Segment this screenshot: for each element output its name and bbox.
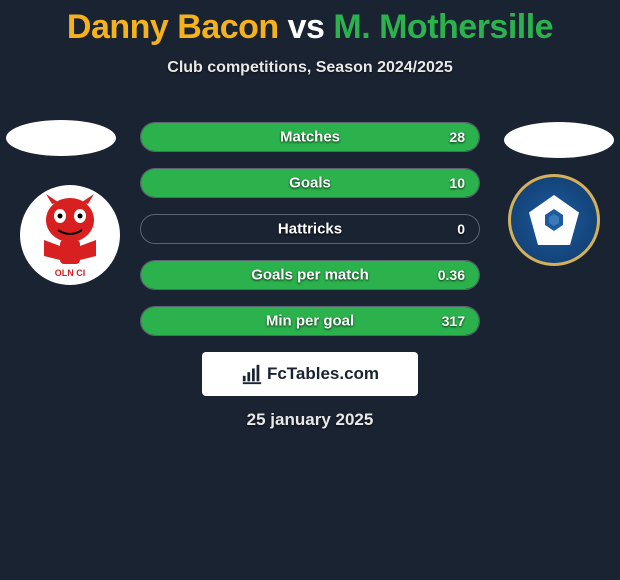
stat-row: Min per goal 317 [140, 306, 480, 336]
stat-value-player2: 10 [449, 175, 465, 191]
stat-label: Min per goal [266, 313, 354, 330]
svg-text:OLN CI: OLN CI [55, 268, 86, 278]
player2-avatar-placeholder [504, 122, 614, 158]
stat-row: Matches 28 [140, 122, 480, 152]
stat-label: Goals [289, 175, 331, 192]
stats-container: Matches 28 Goals 10 Hattricks 0 Goals per matc… [140, 122, 480, 352]
imp-mascot-icon: OLN CI [30, 190, 110, 280]
player2-name: M. Mothersille [333, 8, 553, 46]
stat-label: Matches [280, 129, 340, 146]
chart-icon [241, 363, 263, 385]
vs-text: vs [288, 8, 325, 46]
date-text: 25 january 2025 [0, 410, 620, 430]
stat-row: Goals 10 [140, 168, 480, 198]
player1-avatar-placeholder [6, 120, 116, 156]
stat-value-player2: 0 [457, 221, 465, 237]
subtitle: Club competitions, Season 2024/2025 [0, 59, 620, 77]
stat-value-player2: 317 [442, 313, 465, 329]
stat-value-player2: 28 [449, 129, 465, 145]
shield-icon [529, 195, 579, 245]
stat-row: Goals per match 0.36 [140, 260, 480, 290]
lincoln-city-badge: OLN CI [20, 185, 120, 285]
comparison-title: Danny Bacon vs M. Mothersille [0, 0, 620, 47]
stat-label: Goals per match [251, 267, 369, 284]
player1-name: Danny Bacon [67, 8, 279, 46]
stat-row: Hattricks 0 [140, 214, 480, 244]
stat-label: Hattricks [278, 221, 342, 238]
brand-text: FcTables.com [267, 364, 379, 384]
brand-watermark: FcTables.com [202, 352, 418, 396]
stat-value-player2: 0.36 [438, 267, 465, 283]
peterborough-united-badge [508, 174, 600, 266]
